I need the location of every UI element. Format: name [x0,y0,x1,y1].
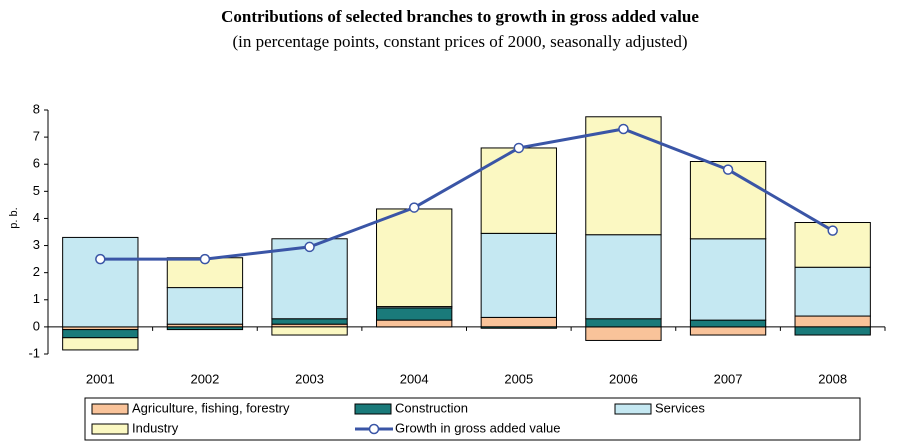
bar-segment [62,329,139,339]
x-tick-label: 2003 [295,371,324,386]
line-marker [408,202,420,213]
bar-segment [794,315,871,328]
line-marker [722,164,734,175]
bar-segment [480,326,557,329]
line-marker [199,253,211,265]
x-tick-label: 2005 [504,371,533,386]
bar-segment [689,319,767,328]
x-tick-label: 2002 [190,371,219,386]
bar-segment [271,318,348,325]
y-tick-label: 1 [33,291,40,306]
bar-segment [166,287,244,325]
legend-label: Construction [395,400,468,415]
bar-segment [585,116,662,236]
bar-segment [794,266,871,317]
bar-segment [480,232,557,318]
y-tick-label: 8 [33,101,40,116]
x-tick-label: 2004 [400,371,429,386]
line-marker [618,123,629,135]
line [100,127,834,261]
bar-segment [794,326,871,336]
y-tick-label: 5 [33,183,40,198]
y-tick-label: 4 [33,210,40,225]
y-tick-label: -1 [28,345,40,360]
legend-label: Agriculture, fishing, forestry [132,400,290,415]
x-tick-label: 2007 [714,371,743,386]
line-marker [513,142,525,154]
bar-segment [689,238,767,321]
legend-label: Growth in gross added value [395,420,560,435]
bar-segment [376,319,453,328]
legend-label: Services [655,400,705,415]
legend-marker [368,423,380,435]
line-marker [95,253,106,265]
y-tick-label: 2 [33,264,40,279]
bar-segment [689,326,767,336]
bar-segment [62,236,139,328]
y-tick-label: 3 [33,237,40,252]
legend-swatch [91,403,129,415]
legend-box [84,397,861,441]
bar-segment [166,326,244,331]
x-tick-label: 2006 [609,371,638,386]
y-tick-label: 7 [33,129,40,144]
line-marker [304,241,315,253]
y-tick-label: 6 [33,156,40,171]
bar-segment [376,307,453,321]
bar-segment [585,318,662,328]
legend-swatch [354,403,392,415]
legend-swatch [91,423,129,435]
x-tick-label: 2008 [818,371,847,386]
bar-segment [62,337,139,351]
y-tick-label: 0 [33,318,40,333]
bar-segment [271,326,348,336]
line-marker [827,225,838,236]
bar-segment [585,234,662,320]
legend-swatch [614,403,652,415]
bar-segment [480,316,557,328]
chart-title: Contributions of selected branches to gr… [221,7,699,26]
bar-segment [480,147,557,234]
bar-segment [585,326,662,341]
y-axis-label: p. b. [8,207,20,228]
legend-label: Industry [132,420,179,435]
bar-segment [376,208,453,308]
chart-subtitle: (in percentage points, constant prices o… [232,32,687,51]
bar-segment [166,257,244,289]
x-tick-label: 2001 [86,371,115,386]
